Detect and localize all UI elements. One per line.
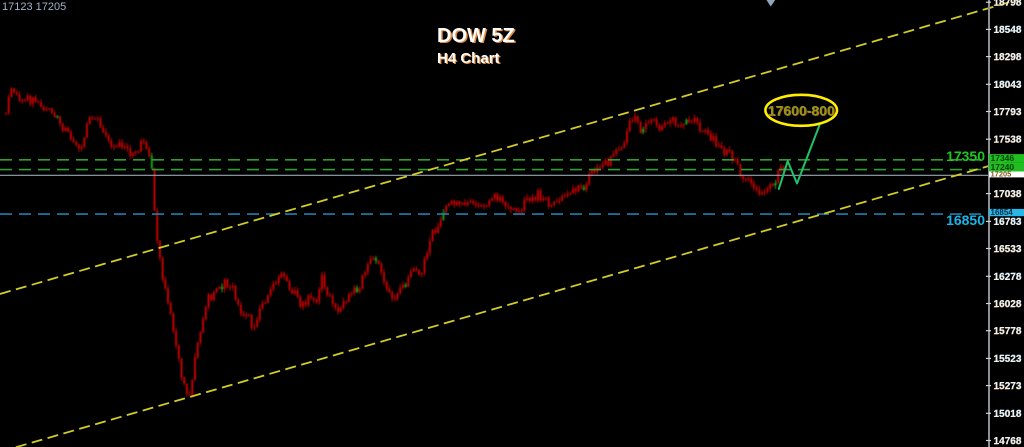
svg-text:15273: 15273 [994,381,1022,392]
svg-text:17123 17205: 17123 17205 [2,1,66,13]
svg-text:15523: 15523 [994,354,1022,365]
svg-text:18043: 18043 [994,80,1022,91]
svg-text:17538: 17538 [994,135,1022,146]
svg-text:DOW 5Z: DOW 5Z [437,25,515,47]
svg-text:16028: 16028 [994,299,1022,310]
svg-text:14768: 14768 [994,436,1022,447]
svg-text:16854: 16854 [991,208,1014,217]
svg-text:18298: 18298 [994,52,1022,63]
svg-text:18548: 18548 [994,25,1022,36]
svg-text:15778: 15778 [994,326,1022,337]
svg-text:16850: 16850 [946,212,985,228]
svg-text:17205: 17205 [991,169,1012,178]
svg-text:16533: 16533 [994,244,1022,255]
svg-text:16278: 16278 [994,272,1022,283]
svg-text:H4 Chart: H4 Chart [437,50,500,67]
svg-text:17793: 17793 [994,107,1022,118]
svg-text:17038: 17038 [994,189,1022,200]
svg-text:15018: 15018 [994,409,1022,420]
svg-text:17350: 17350 [946,148,985,164]
svg-text:18798: 18798 [994,0,1022,9]
svg-text:17600-800: 17600-800 [768,103,835,119]
svg-text:16783: 16783 [994,217,1022,228]
